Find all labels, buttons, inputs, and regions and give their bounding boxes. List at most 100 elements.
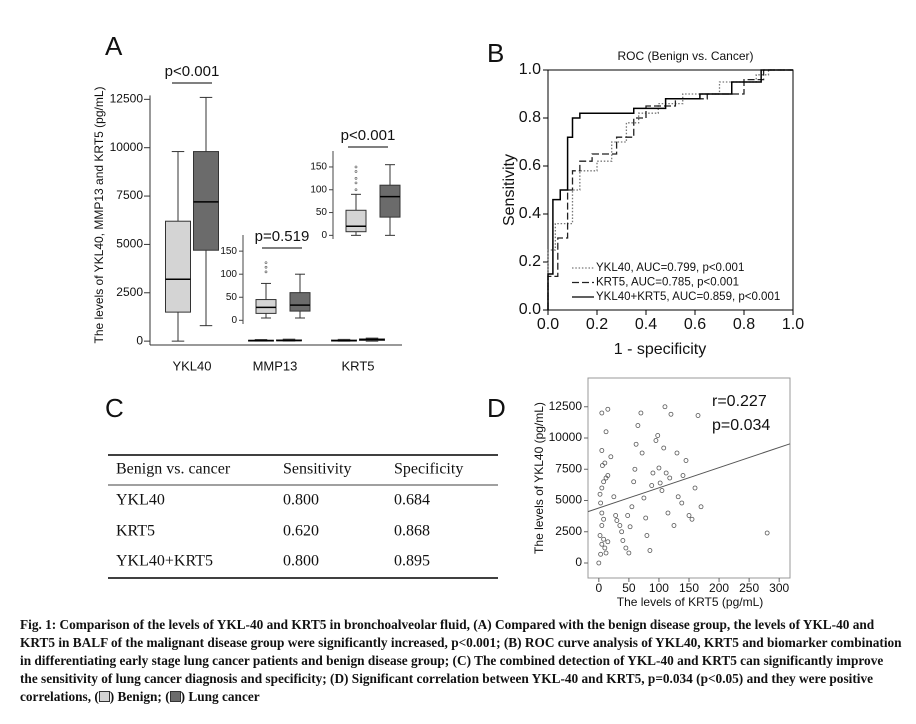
point xyxy=(698,504,704,510)
point xyxy=(600,463,605,468)
point xyxy=(663,470,669,476)
x-tick-label: 1.0 xyxy=(782,316,804,333)
box xyxy=(193,151,219,251)
table-header: Specificity xyxy=(394,461,463,478)
x-tick-label: YKL40 xyxy=(172,358,211,373)
point xyxy=(605,406,611,412)
inset-tick-label: 0 xyxy=(321,230,327,241)
x-tick-label: MMP13 xyxy=(253,358,298,373)
plot-frame xyxy=(547,69,794,311)
panel-label: C xyxy=(105,393,124,423)
point xyxy=(627,524,633,530)
point xyxy=(599,541,605,547)
box xyxy=(289,292,311,312)
inset-tick-label: 150 xyxy=(220,246,237,257)
panel-label: D xyxy=(487,393,506,423)
outlier xyxy=(354,170,358,173)
table-cell: KRT5 xyxy=(116,523,155,540)
point xyxy=(625,513,631,518)
table-cell: YKL40 xyxy=(116,492,165,509)
point xyxy=(667,475,673,481)
point xyxy=(602,545,608,551)
point xyxy=(689,516,695,522)
point xyxy=(602,460,608,466)
annotation: p=0.034 xyxy=(712,417,770,434)
point xyxy=(598,500,604,506)
y-tick-label: 10000 xyxy=(549,430,583,444)
legend-label: KRT5, AUC=0.785, p<0.001 xyxy=(596,277,739,289)
point xyxy=(599,510,605,516)
point xyxy=(662,404,668,410)
y-tick-label: 0.8 xyxy=(519,109,541,126)
point xyxy=(623,545,629,551)
roc-curve xyxy=(547,69,793,310)
outlier xyxy=(264,261,268,265)
benign-icon xyxy=(98,691,110,702)
legend-label: YKL40+KRT5, AUC=0.859, p<0.001 xyxy=(596,291,780,303)
chart-title: ROC (Benign vs. Cancer) xyxy=(617,49,753,63)
table-cell: 0.895 xyxy=(394,553,430,570)
table-header: Benign vs. cancer xyxy=(116,461,231,478)
point xyxy=(656,465,662,471)
point xyxy=(683,458,689,463)
table-cell: 0.800 xyxy=(283,492,319,509)
annotation: p<0.001 xyxy=(165,63,220,80)
x-tick-label: 300 xyxy=(769,581,789,595)
point xyxy=(655,433,661,438)
point xyxy=(638,410,644,416)
y-tick-label: 0.4 xyxy=(519,205,541,222)
point xyxy=(626,550,632,556)
y-tick-label: 0.2 xyxy=(519,253,541,270)
point xyxy=(649,483,655,488)
point xyxy=(653,438,659,443)
x-tick-label: 0 xyxy=(595,581,602,595)
annotation: p<0.001 xyxy=(341,127,396,144)
point xyxy=(632,466,638,472)
point xyxy=(599,448,605,453)
point xyxy=(603,550,609,556)
x-tick-label: 0.6 xyxy=(684,316,706,333)
caption: Fig. 1: Comparison of the levels of YKL-… xyxy=(20,616,902,706)
table-cell: 0.800 xyxy=(283,553,319,570)
x-axis-label: 1 - specificity xyxy=(614,341,706,358)
inset-tick-label: 150 xyxy=(310,162,327,173)
y-axis-label: The levels of YKL40, MMP13 and KRT5 (pg/… xyxy=(92,86,106,343)
point xyxy=(644,533,650,538)
y-tick-label: 2500 xyxy=(555,524,582,538)
y-tick-label: 5000 xyxy=(116,237,143,251)
y-axis-label: Sensitivity xyxy=(501,154,518,226)
outlier xyxy=(354,181,358,185)
y-tick-label: 7500 xyxy=(555,461,582,475)
roc-curve xyxy=(547,69,793,310)
box xyxy=(255,299,277,314)
outlier xyxy=(354,165,358,169)
x-tick-label: 100 xyxy=(649,581,669,595)
point xyxy=(605,539,611,545)
point xyxy=(631,479,637,485)
inset-tick-label: 100 xyxy=(310,184,327,195)
point xyxy=(692,485,698,491)
outlier xyxy=(354,177,358,180)
caption-text: ) Benign; ( xyxy=(109,689,170,704)
point xyxy=(601,479,607,485)
x-tick-label: 0.8 xyxy=(733,316,755,333)
x-tick-label: 50 xyxy=(622,581,636,595)
point xyxy=(599,410,605,416)
outlier xyxy=(354,188,358,192)
caption-text: Fig. 1: Comparison of the levels of YKL-… xyxy=(20,617,902,704)
point xyxy=(601,516,607,522)
x-tick-label: 0.0 xyxy=(537,316,559,333)
point xyxy=(680,473,686,478)
table-cell: 0.684 xyxy=(394,492,430,509)
annotation: r=0.227 xyxy=(712,393,767,410)
point xyxy=(657,480,663,486)
box xyxy=(379,184,401,218)
point xyxy=(674,450,680,456)
y-tick-label: 10000 xyxy=(110,140,144,154)
point xyxy=(647,548,653,553)
x-axis-label: The levels of KRT5 (pg/mL) xyxy=(617,595,764,609)
table-cell: 0.868 xyxy=(394,523,430,540)
point xyxy=(661,445,667,451)
